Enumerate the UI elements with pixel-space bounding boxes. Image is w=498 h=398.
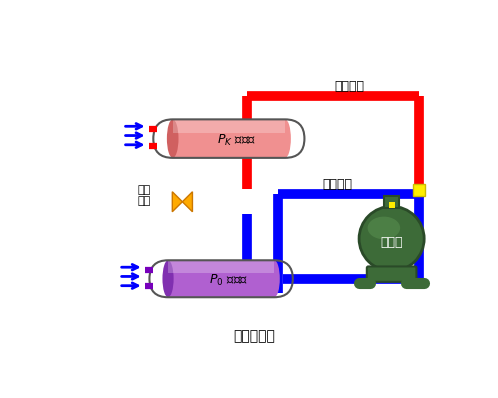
Ellipse shape	[279, 119, 291, 158]
FancyBboxPatch shape	[173, 119, 285, 133]
FancyBboxPatch shape	[173, 119, 285, 158]
Text: 节流
机构: 节流 机构	[137, 185, 150, 207]
FancyBboxPatch shape	[367, 266, 416, 282]
Circle shape	[359, 207, 424, 271]
FancyBboxPatch shape	[168, 260, 274, 273]
Text: 压缩机: 压缩机	[380, 236, 403, 249]
Ellipse shape	[167, 119, 178, 158]
Text: 压缩式制冷: 压缩式制冷	[234, 330, 275, 343]
FancyBboxPatch shape	[388, 202, 395, 208]
FancyBboxPatch shape	[384, 195, 399, 208]
Ellipse shape	[368, 217, 400, 239]
Polygon shape	[172, 192, 182, 212]
Ellipse shape	[268, 260, 280, 297]
Ellipse shape	[162, 260, 174, 297]
FancyBboxPatch shape	[412, 184, 425, 196]
Polygon shape	[182, 192, 192, 212]
FancyBboxPatch shape	[168, 260, 274, 297]
Text: $P_K$ 冷凝器: $P_K$ 冷凝器	[217, 133, 256, 148]
Text: 高压部分: 高压部分	[334, 80, 364, 93]
Text: $P_0$ 蒸发器: $P_0$ 蒸发器	[210, 273, 249, 288]
Text: 低压部分: 低压部分	[322, 178, 353, 191]
